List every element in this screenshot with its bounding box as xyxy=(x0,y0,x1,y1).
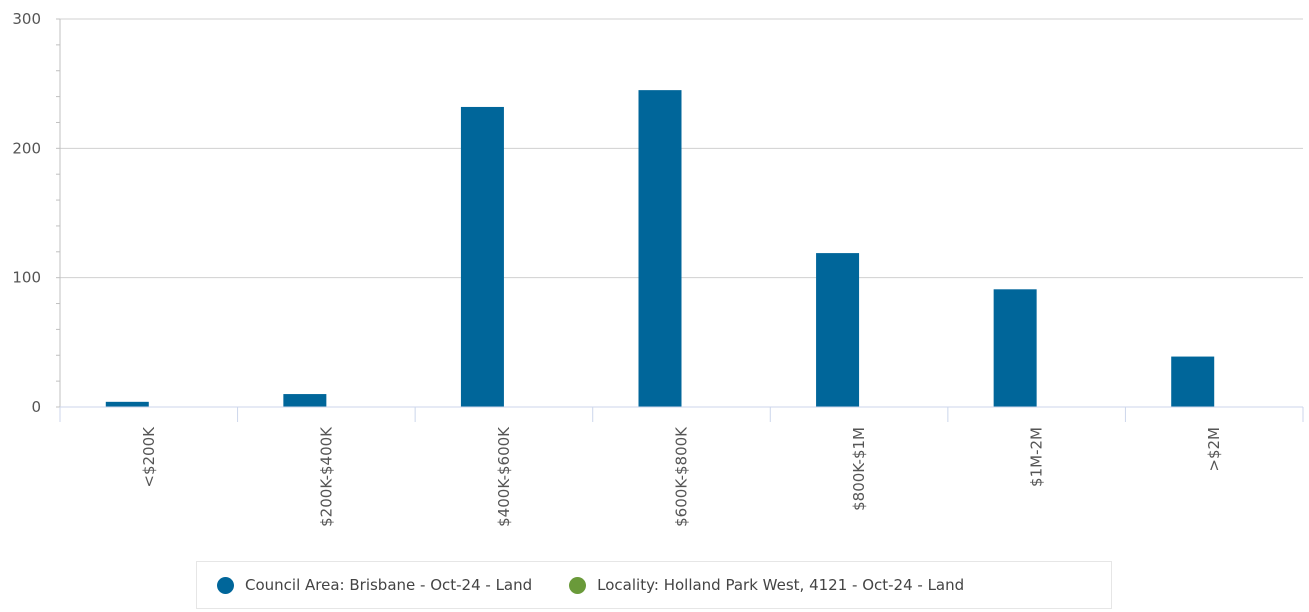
axes xyxy=(56,18,1304,422)
bar xyxy=(993,289,1037,407)
bar xyxy=(816,253,860,407)
y-tick-label: 100 xyxy=(12,269,41,287)
x-tick-label: <$200K xyxy=(140,426,158,488)
y-tick-label: 0 xyxy=(31,398,41,416)
legend-item-locality[interactable]: Locality: Holland Park West, 4121 - Oct-… xyxy=(569,576,964,594)
bars xyxy=(105,90,1215,408)
legend: Council Area: Brisbane - Oct-24 - Land L… xyxy=(196,561,1112,609)
bar-chart: 0 100 200 300 <$200K $200K-$400K $400K-$600K $… xyxy=(12,10,1304,527)
x-tick-label: >$2M xyxy=(1205,427,1223,472)
x-tick-label: $1M-2M xyxy=(1028,427,1046,487)
x-axis-tick-labels: <$200K $200K-$400K $400K-$600K $600K-$800K $… xyxy=(140,426,1223,527)
x-tick-label: $600K-$800K xyxy=(673,426,691,527)
x-tick-label: $800K-$1M xyxy=(850,427,868,511)
y-axis-tick-labels: 0 100 200 300 xyxy=(12,10,41,416)
bar xyxy=(1171,356,1215,407)
legend-label-council-area: Council Area: Brisbane - Oct-24 - Land xyxy=(245,576,533,594)
y-tick-label: 300 xyxy=(12,10,41,28)
x-tick-label: $200K-$400K xyxy=(317,426,335,527)
legend-marker-council-area xyxy=(217,576,234,594)
bar xyxy=(638,90,682,407)
bar xyxy=(460,106,504,408)
bar xyxy=(283,394,327,407)
bar xyxy=(105,401,149,407)
legend-item-council-area[interactable]: Council Area: Brisbane - Oct-24 - Land xyxy=(217,576,532,594)
legend-label-locality: Locality: Holland Park West, 4121 - Oct-… xyxy=(597,576,965,594)
y-tick-label: 200 xyxy=(12,139,41,157)
x-tick-label: $400K-$600K xyxy=(495,426,513,527)
legend-marker-locality xyxy=(569,576,587,594)
